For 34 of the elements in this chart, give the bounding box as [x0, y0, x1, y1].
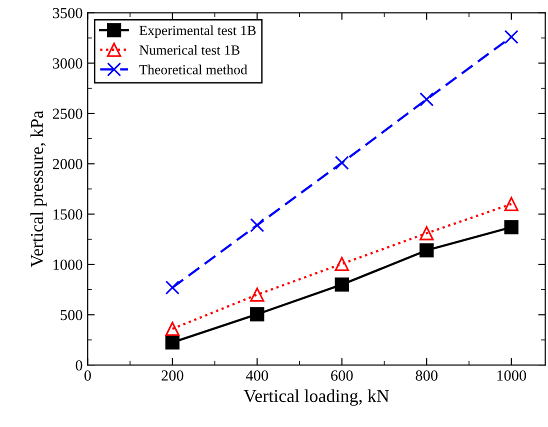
point: [504, 196, 518, 212]
point: [504, 30, 518, 44]
point: [334, 256, 349, 272]
y-axis-title: Vertical pressure, kPa: [30, 110, 47, 268]
point: [334, 277, 349, 292]
point: [334, 156, 349, 170]
point: [420, 226, 434, 240]
legend-label: Theoretical method: [139, 64, 248, 74]
y-tick-label: 0: [76, 360, 82, 371]
y-tick-label: 3500: [52, 8, 82, 18]
x-tick-label: 800: [416, 370, 438, 381]
point: [420, 92, 434, 106]
y-tick-label: 500: [60, 310, 82, 320]
x-tick-label: 200: [162, 370, 184, 381]
y-tick-label: 3000: [52, 58, 82, 69]
y-tick-label: 1500: [54, 209, 82, 220]
point: [165, 280, 180, 295]
point: [504, 220, 518, 234]
x-tick-label: 1000: [497, 370, 526, 381]
point: [165, 322, 180, 336]
point: [250, 218, 264, 232]
legend-label: Experimental test 1B: [139, 25, 256, 38]
x-tick-label: 600: [331, 370, 353, 381]
point: [250, 307, 264, 322]
y-tick-label: 2500: [52, 108, 82, 119]
point: [250, 288, 264, 302]
x-axis-title: Vertical loading, kN: [244, 389, 390, 406]
point: [420, 243, 434, 258]
point: [165, 335, 180, 350]
x-tick-label: 400: [246, 370, 268, 381]
x-tick-label: 0: [84, 370, 91, 381]
y-tick-label: 1000: [54, 260, 82, 270]
legend-label: Numerical test 1B: [139, 45, 240, 55]
y-tick-label: 2000: [52, 158, 82, 170]
